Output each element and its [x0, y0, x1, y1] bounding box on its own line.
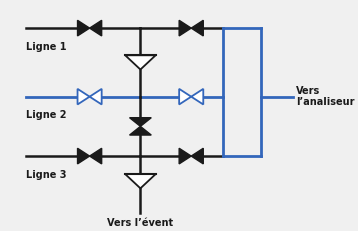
Polygon shape [90, 148, 102, 164]
Polygon shape [90, 20, 102, 36]
Polygon shape [78, 89, 90, 104]
Polygon shape [191, 89, 203, 104]
Polygon shape [191, 20, 203, 36]
Polygon shape [191, 148, 203, 164]
Text: Ligne 2: Ligne 2 [26, 110, 67, 120]
Polygon shape [130, 118, 151, 126]
Text: Ligne 3: Ligne 3 [26, 170, 67, 180]
Polygon shape [78, 148, 90, 164]
Text: Vers l’évent: Vers l’évent [107, 218, 174, 228]
Polygon shape [179, 148, 191, 164]
Polygon shape [130, 126, 151, 135]
Text: Ligne 1: Ligne 1 [26, 42, 67, 52]
Polygon shape [125, 174, 156, 188]
Polygon shape [179, 20, 191, 36]
Polygon shape [125, 55, 156, 70]
Text: Vers
l’analiseur: Vers l’analiseur [296, 86, 354, 107]
Polygon shape [90, 89, 102, 104]
Polygon shape [78, 20, 90, 36]
Polygon shape [179, 89, 191, 104]
